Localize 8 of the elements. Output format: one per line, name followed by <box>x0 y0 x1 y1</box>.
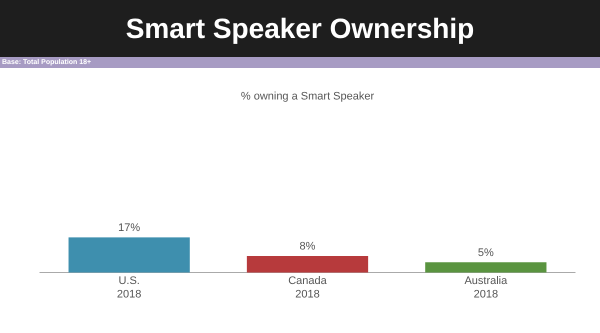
x-tick-label: Australia 2018 <box>464 275 508 300</box>
data-label: 5% <box>478 246 494 259</box>
data-label: 17% <box>118 222 140 234</box>
x-tick-label: Canada 2018 <box>288 275 328 300</box>
data-label: 8% <box>300 240 316 253</box>
chart-title: Smart Speaker Ownership <box>126 12 474 44</box>
x-tick-label: U.S. 2018 <box>116 275 142 300</box>
chart-subtitle: % owning a Smart Speaker <box>240 90 374 103</box>
